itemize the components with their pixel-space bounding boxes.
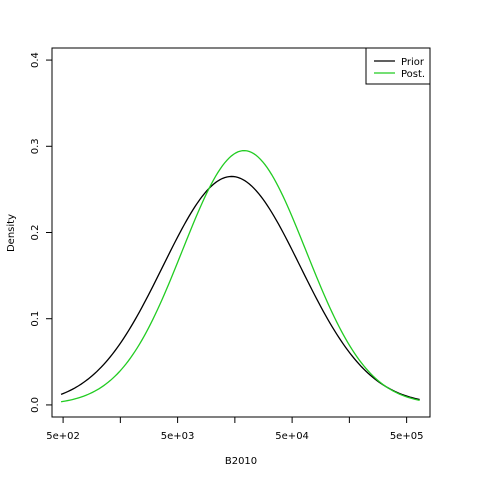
- legend: Prior Post.: [365, 47, 431, 85]
- x-tick-label: 5e+05: [390, 431, 424, 442]
- x-tick-label: 5e+03: [161, 431, 195, 442]
- y-axis-title: Density: [6, 214, 17, 252]
- x-tick-label: 5e+02: [46, 431, 80, 442]
- y-tick-label: 0.0: [30, 397, 41, 413]
- series-lines: [60, 149, 420, 403]
- series-line-prior: [60, 175, 420, 401]
- series-line-post: [60, 149, 420, 403]
- x-tick-label: 5e+04: [275, 431, 309, 442]
- legend-label-prior: Prior: [401, 57, 425, 68]
- y-tick-label: 0.4: [30, 52, 41, 68]
- plot-frame: [51, 47, 431, 418]
- legend-label-post: Post.: [401, 69, 425, 80]
- y-tick-label: 0.2: [30, 225, 41, 241]
- y-tick-label: 0.3: [30, 138, 41, 154]
- x-axis: 5e+02 5e+03 5e+04 5e+05: [46, 417, 423, 442]
- legend-box: [365, 47, 431, 85]
- y-axis: 0.0 0.1 0.2 0.3 0.4: [30, 52, 52, 413]
- y-tick-label: 0.1: [30, 311, 41, 327]
- x-axis-title: B2010: [225, 456, 257, 467]
